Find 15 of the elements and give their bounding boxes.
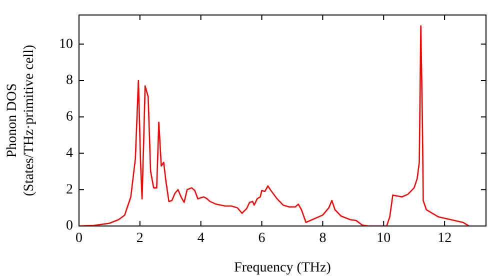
x-tick-label: 12 [438, 231, 452, 246]
y-axis-title: Phonon DOS (States/THz·primitive cell) [5, 44, 37, 196]
x-tick-label: 0 [76, 231, 82, 246]
x-axis-title: Frequency (THz) [234, 260, 332, 276]
x-tick-label: 10 [376, 231, 391, 246]
y-tick-label: 2 [66, 182, 73, 198]
x-tick-label: 6 [258, 231, 266, 246]
y-tick-label: 6 [66, 110, 73, 125]
x-tick-label: 4 [197, 231, 204, 246]
x-tick-label: 2 [136, 231, 144, 246]
y-tick-label: 0 [66, 218, 73, 234]
y-tick-label: 4 [66, 146, 73, 161]
y-tick-label: 10 [59, 36, 73, 52]
x-tick-label: 8 [319, 231, 326, 246]
y-tick-label: 8 [66, 73, 73, 88]
